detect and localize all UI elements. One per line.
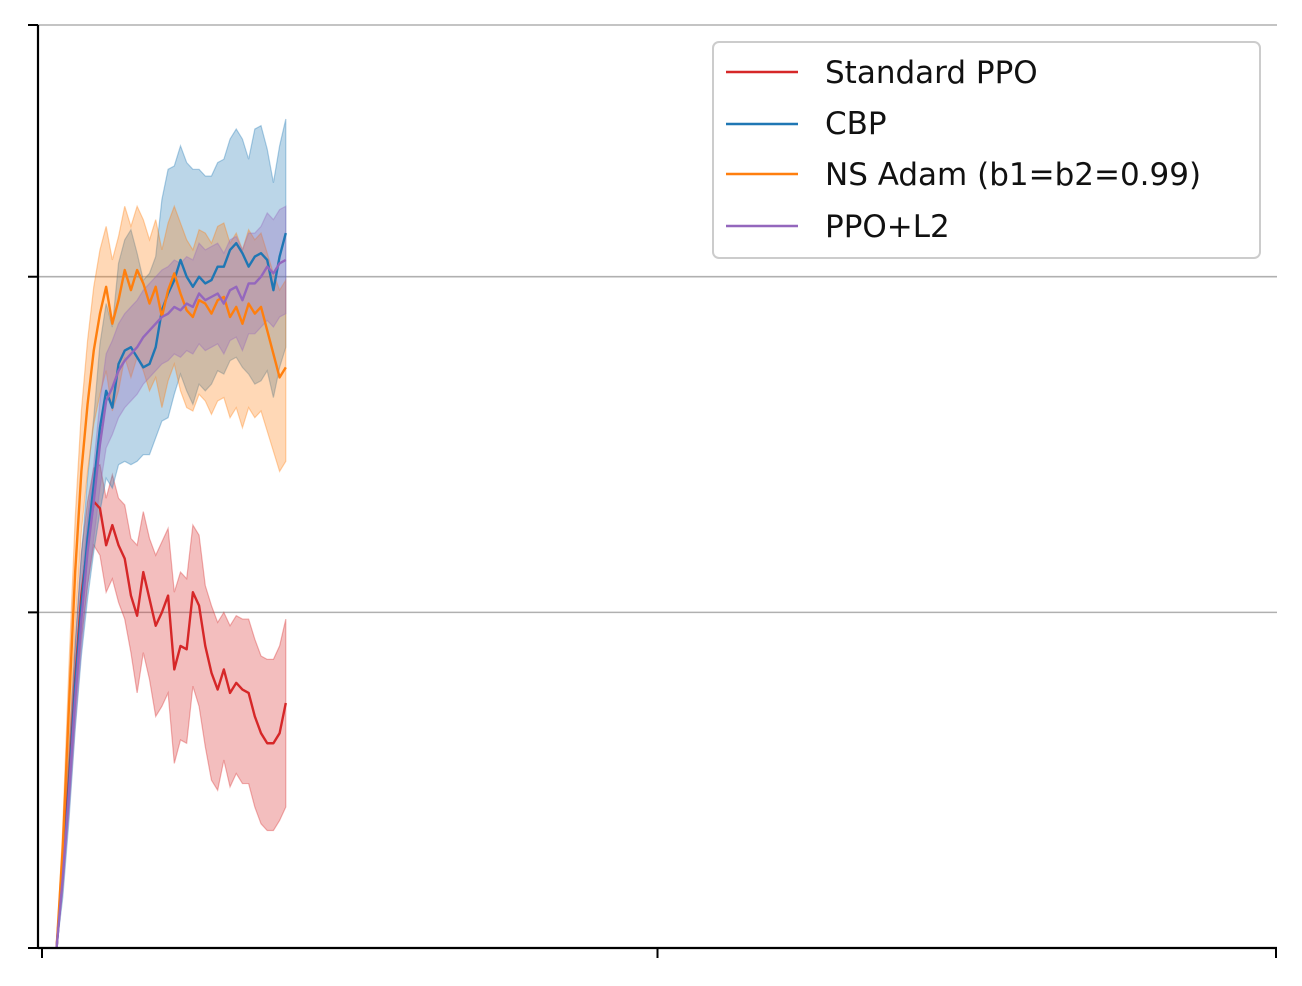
series-lines xyxy=(55,232,287,949)
band-standard-ppo xyxy=(55,463,287,949)
legend-label-cbp: CBP xyxy=(825,106,887,142)
series-line-cbp xyxy=(55,232,287,949)
axes xyxy=(28,24,1277,958)
legend: Standard PPO CBP NS Adam (b1=b2=0.99) PP… xyxy=(712,41,1261,259)
legend-label-ppo-l2: PPO+L2 xyxy=(825,209,950,245)
grid-lines xyxy=(38,24,1277,614)
legend-label-ns-adam: NS Adam (b1=b2=0.99) xyxy=(825,157,1201,193)
legend-box xyxy=(712,41,1261,259)
series-line-ns-adam-b1-b2-0-99 xyxy=(55,268,287,949)
legend-label-standard-ppo: Standard PPO xyxy=(825,55,1038,91)
series-line-ppo-l2 xyxy=(55,258,287,949)
